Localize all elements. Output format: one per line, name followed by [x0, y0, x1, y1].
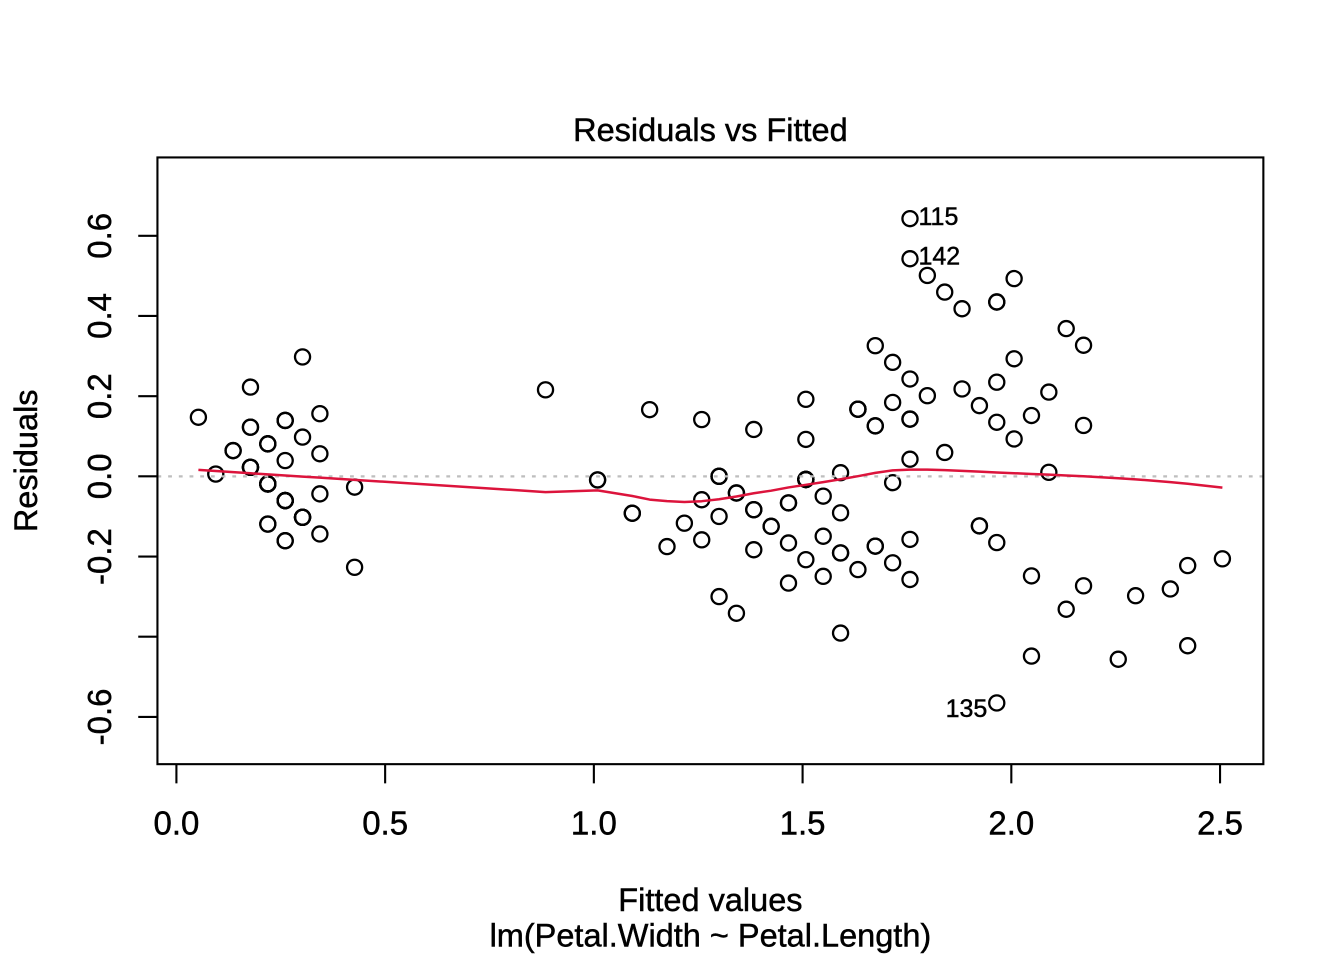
svg-text:0.4: 0.4	[81, 293, 118, 339]
svg-text:0.6: 0.6	[81, 213, 118, 259]
svg-text:-0.6: -0.6	[81, 688, 118, 745]
svg-text:0.2: 0.2	[81, 373, 118, 419]
svg-text:135: 135	[946, 695, 988, 723]
svg-text:1.0: 1.0	[571, 805, 617, 842]
svg-text:lm(Petal.Width ~ Petal.Length): lm(Petal.Width ~ Petal.Length)	[490, 918, 932, 954]
svg-text:2.5: 2.5	[1197, 805, 1243, 842]
svg-text:Fitted values: Fitted values	[618, 882, 802, 918]
svg-text:115: 115	[919, 203, 959, 231]
svg-text:Residuals: Residuals	[8, 389, 44, 532]
svg-text:2.0: 2.0	[988, 805, 1034, 842]
svg-text:-0.2: -0.2	[81, 528, 118, 585]
svg-text:Residuals vs Fitted: Residuals vs Fitted	[573, 112, 848, 148]
svg-text:0.0: 0.0	[81, 453, 118, 499]
svg-text:1.5: 1.5	[780, 805, 826, 842]
svg-text:0.0: 0.0	[153, 805, 199, 842]
svg-text:0.5: 0.5	[362, 805, 408, 842]
svg-text:142: 142	[919, 243, 961, 271]
